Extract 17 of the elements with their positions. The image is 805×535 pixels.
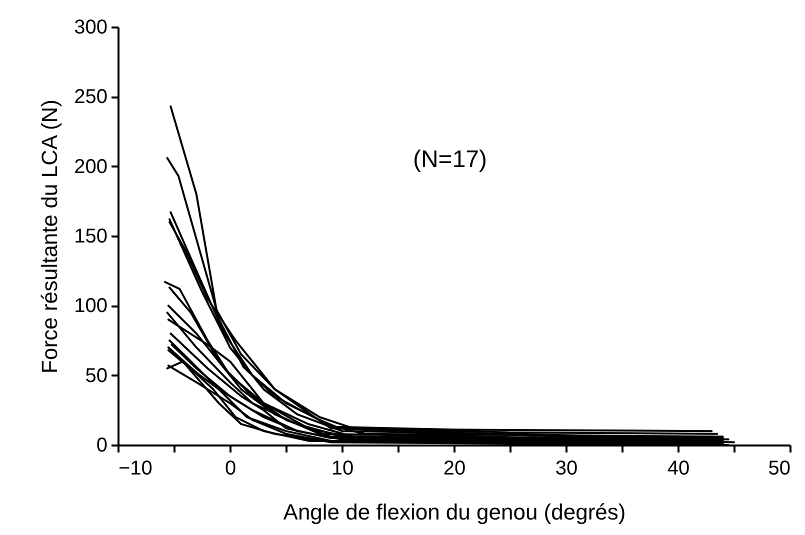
annotation: (N=17) (412, 146, 488, 173)
x-tick-label: 0 (224, 458, 236, 480)
x-tick-label: 10 (331, 458, 354, 480)
x-tick-label: 40 (667, 458, 690, 480)
y-tick-label: 0 (96, 434, 108, 456)
y-tick-label: 150 (74, 226, 108, 248)
x-tick-label: 30 (555, 458, 578, 480)
x-tick-label: 50 (768, 458, 790, 480)
y-tick-label: 300 (74, 16, 108, 38)
y-tick-label: 50 (85, 364, 108, 387)
y-axis-title: Force résultante du LCA (N) (37, 100, 62, 374)
x-tick-label: 20 (443, 458, 466, 480)
x-tick-label: −10 (118, 458, 152, 480)
x-axis-title: Angle de flexion du genou (degrés) (283, 500, 626, 524)
y-tick-label: 200 (74, 156, 108, 178)
y-tick-label: 250 (74, 86, 108, 108)
y-tick-label: 100 (74, 295, 108, 318)
